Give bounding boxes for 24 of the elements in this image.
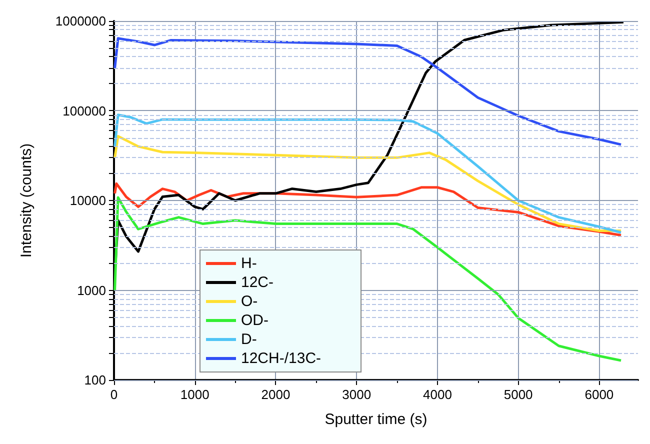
- legend-label: 12CH-/13C-: [241, 350, 322, 367]
- y-tick-label: 1000000: [55, 14, 106, 28]
- legend-label: D-: [241, 331, 257, 348]
- x-tick-label: 5000: [504, 387, 533, 402]
- y-tick-label: 1000: [77, 282, 106, 298]
- legend-label: H-: [241, 255, 257, 272]
- line-series: [114, 134, 622, 232]
- y-tick-label: 10000: [70, 193, 106, 208]
- line-series: [114, 37, 622, 146]
- x-axis-title: Sputter time (s): [324, 411, 428, 428]
- legend-label: 12C-: [241, 274, 274, 291]
- x-tick-label: 0: [110, 387, 118, 402]
- x-tick-label: 4000: [422, 387, 452, 402]
- y-axis-title: Intensity (counts): [18, 143, 35, 258]
- x-tick-label: 3000: [342, 387, 372, 402]
- x-tick-label: 6000: [584, 387, 614, 402]
- line-series: [114, 196, 622, 362]
- y-tick-label: 100: [84, 372, 106, 388]
- x-tick-label: 1000: [180, 387, 210, 402]
- legend-label: OD-: [241, 312, 268, 329]
- y-tick-label: 100000: [62, 103, 106, 118]
- x-tick-label: 2000: [261, 387, 290, 402]
- line-series: [114, 114, 622, 234]
- legend-label: O-: [241, 293, 258, 310]
